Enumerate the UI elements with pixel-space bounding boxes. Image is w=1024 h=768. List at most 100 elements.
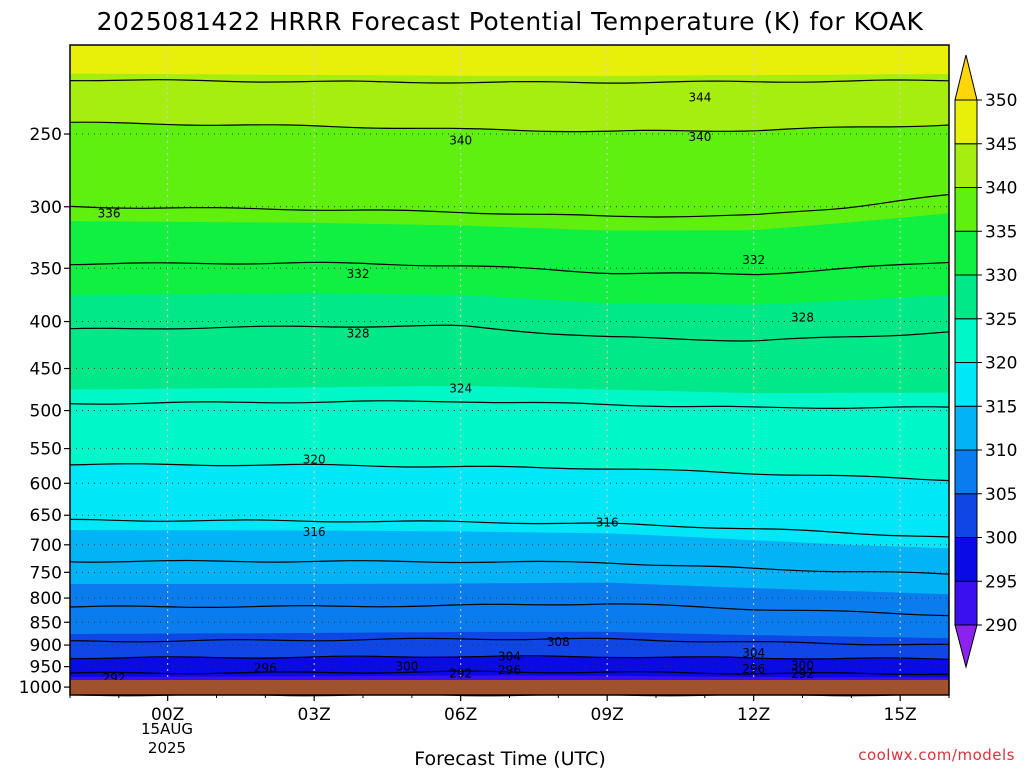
x-date-label-year: 2025 [148,739,186,757]
colorbar-label: 335 [985,222,1017,242]
contour-line-328 [69,324,950,342]
colorbar-label: 290 [985,616,1017,636]
contour-label: 304 [498,649,521,663]
contour-label-text: 308 [547,635,570,649]
x-axis-label: Forecast Time (UTC) [414,748,605,768]
contour-label-text: 292 [791,667,814,681]
contour-label: 344 [688,90,711,104]
contour-label-text: 332 [347,267,370,281]
contour-label-text: 296 [742,662,765,676]
colorbar-band [954,362,978,407]
y-tick-label: 250 [30,125,62,145]
contour-label-layer: 344 340 340 336 332 332 328 328 324 320 316 316 308 3… [98,90,814,685]
contour-label-text: 328 [791,311,814,325]
colorbar-label: 350 [985,91,1017,111]
x-date-label-day: 15AUG [141,720,193,738]
contour-line-304 [69,637,949,646]
colorbar-band [954,274,978,320]
contour-label-text: 304 [742,646,765,660]
y-tick-label: 1000 [19,678,62,698]
x-tick-label: 15Z [884,705,917,725]
colorbar-max-arrow [954,54,978,101]
contour-label: 332 [742,253,765,267]
y-tick-label: 850 [30,613,62,633]
contour-label: 300 [791,658,814,672]
colorbar-label: 345 [985,135,1017,155]
contour-label-text: 296 [498,663,521,677]
contour-layer [69,79,950,697]
contour-label: 328 [347,326,370,340]
contour-label: 316 [596,516,619,530]
x-tick-label: 12Z [737,705,770,725]
time-axis: 00Z 03Z 06Z 09Z 12Z 15Z [69,695,950,725]
y-tick-label: 550 [30,440,62,460]
contour-line-344 [69,79,950,84]
contour-label: 296 [498,663,521,677]
y-tick-label: 300 [30,198,62,218]
grid-layer [70,45,949,695]
y-tick-label: 800 [30,589,62,609]
colorbar-band [954,230,978,276]
contour-label: 320 [303,452,326,466]
colorbar-band [954,405,978,451]
contour-label: 316 [303,525,326,539]
contour-label-text: 316 [596,516,619,530]
contour-line-340 [69,121,950,133]
contour-label: 340 [449,133,472,147]
x-tick-label: 00Z [151,705,184,725]
contour-label: 332 [347,267,370,281]
y-tick-label: 450 [30,360,62,380]
credit-text: coolwx.com/models [858,746,1015,764]
contour-label: 336 [98,206,121,220]
colorbar-band [954,580,978,626]
colorbar-label: 330 [985,266,1017,286]
colorbar-band [954,449,978,495]
contour-label: 340 [688,130,711,144]
contour-label-text: 336 [98,206,121,220]
colorbar-label: 300 [985,529,1017,549]
y-tick-label: 700 [30,536,62,556]
contour-label: 304 [742,646,765,660]
colorbar-band [954,493,978,538]
contour-line-308 [69,603,950,617]
contour-label-text: 332 [742,253,765,267]
colorbar-band [954,99,978,145]
contour-label-text: 296 [254,661,277,675]
contour-label-text: 324 [449,381,472,395]
contour-label-text: 304 [498,649,521,663]
contour-label-text: 300 [791,658,814,672]
contour-line-300 [70,655,950,660]
colorbar: 290 295 300 305 310 315 320 325 330 335 340 345 350 [954,54,1017,669]
contour-label: 292 [449,667,472,681]
contour-label-text: 340 [688,130,711,144]
colorbar-min-arrow [954,624,978,669]
contour-line-336 [69,193,950,218]
contour-label: 324 [449,381,472,395]
contour-label: 328 [791,311,814,325]
contour-line-316 [69,518,950,538]
colorbar-band [954,143,978,188]
colorbar-label: 295 [985,572,1017,592]
contour-label: 296 [742,662,765,676]
ground-surface [70,680,949,695]
colorbar-label: 320 [985,354,1017,374]
contour-label: 308 [547,635,570,649]
y-tick-label: 900 [30,636,62,656]
theta-fill-layer [70,45,949,695]
pressure-axis: 250 300 350 400 450 500 550 600 650 700 750 800 850 9… [19,125,70,698]
chart-title: 2025081422 HRRR Forecast Potential Tempe… [97,7,924,36]
colorbar-band [954,318,978,363]
contour-label: 296 [254,661,277,675]
contour-label-text: 300 [395,660,418,674]
contour-label-text: 320 [303,452,326,466]
colorbar-label: 310 [985,441,1017,461]
colorbar-band [954,187,978,232]
y-tick-label: 400 [30,313,62,333]
x-tick-label: 09Z [591,705,624,725]
y-tick-label: 600 [30,474,62,494]
colorbar-label: 325 [985,310,1017,330]
colorbar-label: 315 [985,397,1017,417]
y-tick-label: 650 [30,506,62,526]
contour-label: 300 [395,660,418,674]
